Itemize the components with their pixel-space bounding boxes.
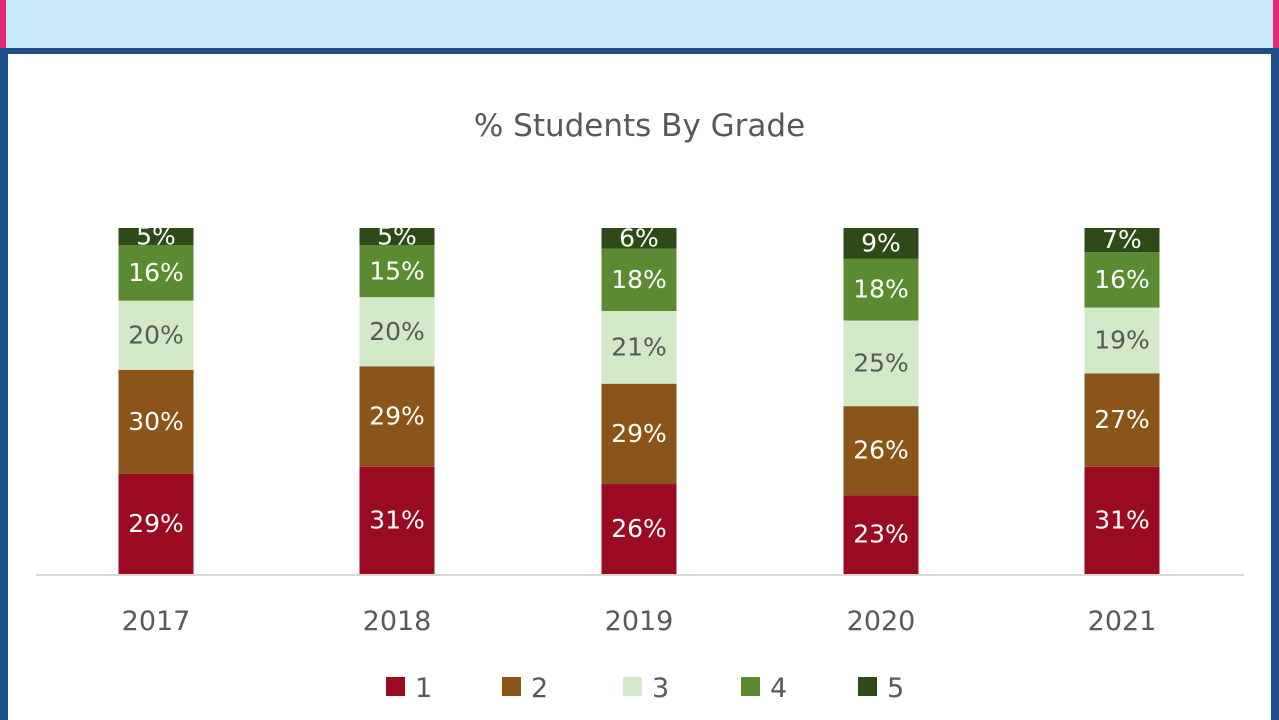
bar-segment-2018-grade-4 — [359, 245, 435, 298]
x-tick-label-2018: 2018 — [363, 606, 432, 637]
bar-segment-2018-grade-3 — [359, 297, 435, 367]
data-label-2018-grade-2: 29% — [369, 402, 425, 431]
data-label-2017-grade-2: 30% — [128, 407, 184, 436]
data-label-2021-grade-1: 31% — [1094, 505, 1150, 534]
bar-segment-2021-grade-1 — [1084, 466, 1160, 574]
legend-swatch-5 — [858, 677, 877, 696]
data-label-2021-grade-3: 19% — [1094, 325, 1150, 354]
data-label-2017-grade-4: 16% — [128, 258, 184, 287]
bar-segment-2017-grade-3 — [118, 300, 194, 370]
data-label-2019-grade-4: 18% — [611, 265, 667, 294]
top-banner — [0, 0, 1279, 50]
banner-accent-right — [1273, 0, 1279, 50]
bar-segment-2020-grade-2 — [843, 406, 919, 496]
data-label-2018-grade-4: 15% — [369, 256, 425, 285]
bar-segment-2020-grade-5 — [843, 228, 919, 259]
bar-segment-2018-grade-2 — [359, 366, 435, 467]
bar-segment-2021-grade-2 — [1084, 373, 1160, 467]
bar-segment-2020-grade-3 — [843, 320, 919, 407]
x-tick-label-2020: 2020 — [847, 606, 916, 637]
legend-swatch-1 — [386, 677, 405, 696]
data-label-2020-grade-4: 18% — [853, 275, 909, 304]
chart-title: % Students By Grade — [473, 108, 806, 144]
legend-label-3: 3 — [652, 673, 669, 704]
legend-swatch-4 — [741, 677, 760, 696]
data-label-2020-grade-2: 26% — [853, 436, 909, 465]
legend-swatch-2 — [502, 677, 521, 696]
bar-segment-2020-grade-1 — [843, 495, 919, 574]
bar-segment-2021-grade-5 — [1084, 228, 1160, 253]
legend-label-4: 4 — [770, 673, 787, 704]
bar-segment-2017-grade-5 — [118, 228, 194, 246]
data-label-2019-grade-5: 6% — [619, 223, 659, 252]
bar-segment-2018-grade-1 — [359, 466, 435, 574]
data-label-2018-grade-3: 20% — [369, 317, 425, 346]
data-label-2019-grade-2: 29% — [611, 419, 667, 448]
legend-label-1: 1 — [415, 673, 432, 704]
bar-segment-2021-grade-4 — [1084, 252, 1160, 308]
banner-accent-left — [0, 0, 6, 50]
data-label-2018-grade-5: 5% — [377, 222, 417, 251]
x-tick-label-2019: 2019 — [605, 606, 674, 637]
bar-segment-2017-grade-2 — [118, 369, 194, 474]
data-label-2019-grade-3: 21% — [611, 332, 667, 361]
data-label-2020-grade-1: 23% — [853, 520, 909, 549]
data-label-2021-grade-2: 27% — [1094, 405, 1150, 434]
data-label-2018-grade-1: 31% — [369, 505, 425, 534]
data-label-2017-grade-1: 29% — [128, 509, 184, 538]
legend-label-5: 5 — [887, 673, 904, 704]
data-label-2021-grade-5: 7% — [1102, 225, 1142, 254]
bar-segment-2019-grade-4 — [601, 248, 677, 312]
bar-segment-2019-grade-3 — [601, 311, 677, 384]
legend-swatch-3 — [623, 677, 642, 696]
bar-segment-2020-grade-4 — [843, 258, 919, 321]
x-tick-label-2017: 2017 — [122, 606, 191, 637]
data-label-2017-grade-3: 20% — [128, 320, 184, 349]
data-label-2021-grade-4: 16% — [1094, 265, 1150, 294]
bar-segment-2019-grade-5 — [601, 228, 677, 249]
bar-segment-2021-grade-3 — [1084, 307, 1160, 374]
bar-segment-2018-grade-5 — [359, 228, 435, 246]
x-tick-label-2021: 2021 — [1088, 606, 1157, 637]
legend-label-2: 2 — [531, 673, 548, 704]
data-label-2020-grade-3: 25% — [853, 348, 909, 377]
data-label-2019-grade-1: 26% — [611, 514, 667, 543]
bar-segment-2017-grade-4 — [118, 245, 194, 301]
bar-segment-2019-grade-2 — [601, 383, 677, 485]
bar-segment-2017-grade-1 — [118, 473, 194, 574]
data-label-2020-grade-5: 9% — [861, 228, 901, 257]
bar-segment-2019-grade-1 — [601, 484, 677, 574]
data-label-2017-grade-5: 5% — [136, 222, 176, 251]
